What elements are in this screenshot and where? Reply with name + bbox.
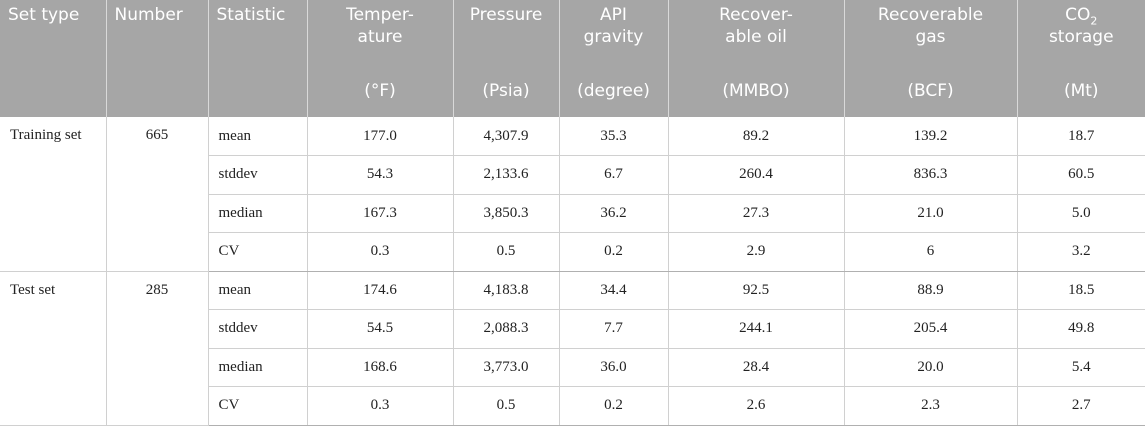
- unit-recoverable-oil: (MMBO): [668, 65, 845, 117]
- header-temperature-line2: ature: [357, 27, 403, 47]
- value-cell: 205.4: [844, 309, 1018, 349]
- header-co2-line1: CO: [1065, 5, 1091, 25]
- value-cell: 3,773.0: [453, 348, 560, 387]
- table-body: Training set 665 mean 177.0 4,307.9 35.3…: [0, 117, 1145, 426]
- header-recoverable-gas-line2: gas: [915, 27, 946, 47]
- unit-api-gravity: (degree): [559, 65, 669, 117]
- value-cell: 28.4: [668, 348, 845, 387]
- statistic-cell: stddev: [208, 309, 308, 349]
- header-api-gravity-line2: gravity: [583, 27, 644, 47]
- value-cell: 168.6: [307, 348, 454, 387]
- header-temperature: Temper- ature: [307, 0, 454, 65]
- value-cell: 54.3: [307, 155, 454, 195]
- value-cell: 21.0: [844, 194, 1018, 233]
- table-row: stddev 54.5 2,088.3 7.7 244.1 205.4 49.8: [0, 309, 1145, 349]
- value-cell: 7.7: [559, 309, 669, 349]
- value-cell: 260.4: [668, 155, 845, 195]
- value-cell: 6: [844, 232, 1018, 272]
- value-cell: 60.5: [1017, 155, 1145, 195]
- table-row: stddev 54.3 2,133.6 6.7 260.4 836.3 60.5: [0, 155, 1145, 195]
- table-row: CV 0.3 0.5 0.2 2.6 2.3 2.7: [0, 386, 1145, 426]
- unit-pressure: (Psia): [453, 65, 560, 117]
- header-temperature-line1: Temper-: [346, 5, 414, 25]
- value-cell: 2.6: [668, 386, 845, 426]
- value-cell: 0.3: [307, 232, 454, 272]
- table-header: Set type Number Statistic Temper- ature …: [0, 0, 1145, 117]
- value-cell: 18.5: [1017, 271, 1145, 310]
- table-row: median 167.3 3,850.3 36.2 27.3 21.0 5.0: [0, 194, 1145, 233]
- statistic-cell: CV: [208, 232, 308, 272]
- header-set-type: Set type: [0, 0, 107, 117]
- set-type-cell: Test set: [0, 271, 107, 426]
- value-cell: 35.3: [559, 117, 669, 156]
- header-pressure-line1: Pressure: [469, 5, 543, 25]
- header-co2-storage: CO2 storage: [1017, 0, 1145, 65]
- value-cell: 89.2: [668, 117, 845, 156]
- value-cell: 18.7: [1017, 117, 1145, 156]
- value-cell: 3,850.3: [453, 194, 560, 233]
- unit-co2-storage: (Mt): [1017, 65, 1145, 117]
- statistic-cell: stddev: [208, 155, 308, 195]
- header-number: Number: [106, 0, 209, 117]
- value-cell: 0.2: [559, 386, 669, 426]
- header-pressure: Pressure: [453, 0, 560, 65]
- value-cell: 167.3: [307, 194, 454, 233]
- value-cell: 27.3: [668, 194, 845, 233]
- value-cell: 139.2: [844, 117, 1018, 156]
- value-cell: 4,307.9: [453, 117, 560, 156]
- header-recoverable-gas-line1: Recoverable: [877, 5, 984, 25]
- value-cell: 2,133.6: [453, 155, 560, 195]
- table-row: CV 0.3 0.5 0.2 2.9 6 3.2: [0, 232, 1145, 272]
- value-cell: 0.2: [559, 232, 669, 272]
- header-api-gravity: API gravity: [559, 0, 669, 65]
- value-cell: 2.7: [1017, 386, 1145, 426]
- header-recoverable-gas: Recoverable gas: [844, 0, 1018, 65]
- value-cell: 4,183.8: [453, 271, 560, 310]
- header-recoverable-oil-line1: Recover-: [719, 5, 793, 25]
- header-co2-line2: storage: [1048, 27, 1114, 47]
- header-api-gravity-line1: API: [600, 5, 627, 25]
- unit-temperature: (°F): [307, 65, 454, 117]
- value-cell: 244.1: [668, 309, 845, 349]
- header-recoverable-oil-line2: able oil: [725, 27, 787, 47]
- statistic-cell: median: [208, 194, 308, 233]
- value-cell: 88.9: [844, 271, 1018, 310]
- value-cell: 5.4: [1017, 348, 1145, 387]
- value-cell: 5.0: [1017, 194, 1145, 233]
- statistic-cell: mean: [208, 271, 308, 310]
- number-cell: 665: [106, 117, 209, 272]
- statistic-cell: median: [208, 348, 308, 387]
- value-cell: 836.3: [844, 155, 1018, 195]
- value-cell: 2.9: [668, 232, 845, 272]
- table-row: median 168.6 3,773.0 36.0 28.4 20.0 5.4: [0, 348, 1145, 387]
- value-cell: 174.6: [307, 271, 454, 310]
- header-statistic: Statistic: [208, 0, 308, 117]
- statistic-cell: mean: [208, 117, 308, 156]
- value-cell: 36.2: [559, 194, 669, 233]
- value-cell: 20.0: [844, 348, 1018, 387]
- unit-recoverable-gas: (BCF): [844, 65, 1018, 117]
- header-co2-subscript: 2: [1090, 14, 1098, 28]
- value-cell: 49.8: [1017, 309, 1145, 349]
- value-cell: 177.0: [307, 117, 454, 156]
- value-cell: 0.5: [453, 386, 560, 426]
- value-cell: 2,088.3: [453, 309, 560, 349]
- table-row: Test set 285 mean 174.6 4,183.8 34.4 92.…: [0, 271, 1145, 426]
- value-cell: 0.5: [453, 232, 560, 272]
- statistic-cell: CV: [208, 386, 308, 426]
- header-recoverable-oil: Recover- able oil: [668, 0, 845, 65]
- value-cell: 34.4: [559, 271, 669, 310]
- value-cell: 92.5: [668, 271, 845, 310]
- value-cell: 36.0: [559, 348, 669, 387]
- table-row: Training set 665 mean 177.0 4,307.9 35.3…: [0, 117, 1145, 272]
- number-cell: 285: [106, 271, 209, 426]
- set-type-cell: Training set: [0, 117, 107, 272]
- value-cell: 54.5: [307, 309, 454, 349]
- value-cell: 6.7: [559, 155, 669, 195]
- value-cell: 3.2: [1017, 232, 1145, 272]
- value-cell: 0.3: [307, 386, 454, 426]
- value-cell: 2.3: [844, 386, 1018, 426]
